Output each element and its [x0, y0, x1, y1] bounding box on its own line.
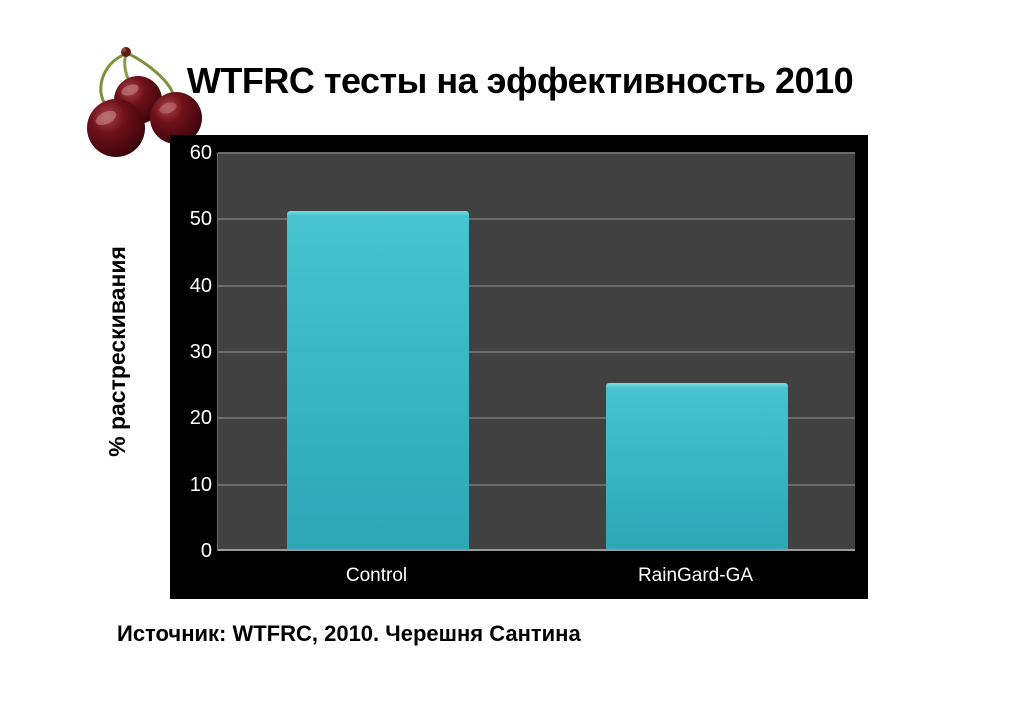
cherry-fruits: [87, 76, 202, 157]
y-axis-title-box: % растрескивания: [84, 150, 150, 552]
x-category-label-raingard-ga: RainGard-GA: [637, 565, 754, 586]
gridline-30: [218, 351, 855, 353]
gridline-50: [218, 218, 855, 221]
bar-raingard-ga: [605, 383, 788, 549]
y-tick-label-50: 50: [189, 208, 212, 231]
cherries-image: [87, 47, 202, 157]
gridline-10: [218, 483, 855, 486]
y-tick-label-60: 60: [189, 142, 212, 164]
y-tick-label-0: 0: [200, 540, 212, 562]
y-axis-title: % растрескивания: [103, 245, 130, 457]
x-axis-line: [218, 549, 855, 551]
y-tick-label-40: 40: [189, 274, 212, 297]
plot-area: [217, 152, 855, 551]
x-category-label-control: Control: [345, 565, 408, 586]
y-tick-label-10: 10: [189, 473, 212, 496]
page-title: WTFRC тесты на эффективность 2010: [186, 60, 854, 101]
gridline-20: [218, 417, 855, 420]
y-tick-label-30: 30: [189, 341, 212, 363]
gridline-60: [218, 152, 855, 154]
gridline-40: [218, 284, 855, 287]
bar-control: [286, 210, 469, 549]
source-note: Источник: WTFRC, 2010. Черешня Сантина: [117, 621, 581, 646]
chart-frame: 0 10 20 30 40 50 60 Control RainGard-GA: [170, 135, 868, 599]
y-tick-label-20: 20: [189, 407, 212, 430]
